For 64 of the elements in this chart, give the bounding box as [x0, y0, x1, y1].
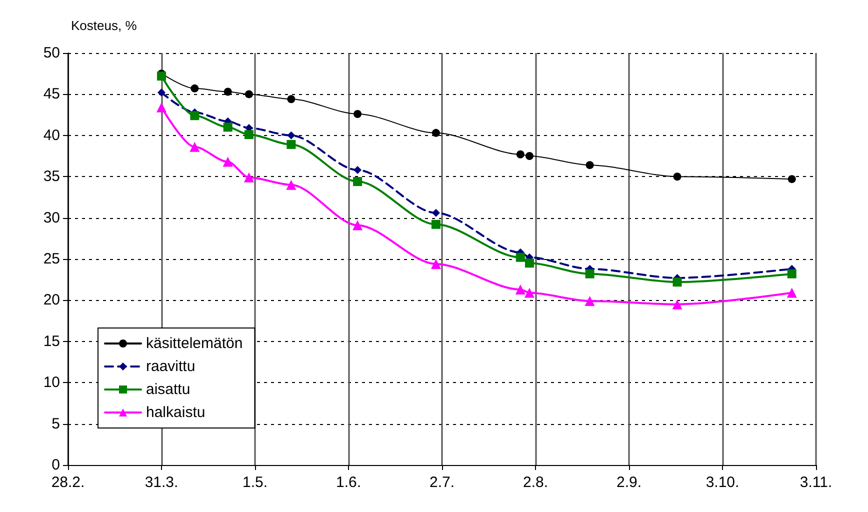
point — [524, 288, 534, 298]
point — [672, 299, 682, 310]
y-tick-label: 25 — [43, 250, 60, 268]
point — [430, 258, 441, 269]
point — [156, 102, 166, 112]
point — [354, 110, 362, 118]
point — [244, 90, 253, 98]
y-tick-label: 35 — [43, 168, 60, 186]
point — [515, 284, 526, 294]
point — [244, 172, 254, 182]
point — [353, 177, 362, 186]
point — [244, 130, 254, 140]
y-tick-label: 5 — [52, 415, 60, 432]
x-tick-label: 2.8. — [522, 474, 548, 491]
y-tick-label: 40 — [43, 126, 60, 144]
y-tick-label: 0 — [52, 456, 60, 474]
point — [524, 258, 534, 268]
point — [287, 131, 296, 140]
y-tick-label: 20 — [43, 292, 60, 309]
point — [432, 208, 440, 217]
x-tick-label: 2.9. — [616, 474, 642, 491]
point — [157, 72, 166, 81]
point — [516, 252, 525, 262]
x-tick-label: 28.2. — [51, 474, 85, 491]
y-tick-label: 30 — [43, 209, 60, 226]
point — [354, 166, 362, 174]
point — [586, 161, 594, 170]
point — [585, 269, 594, 278]
point — [432, 128, 440, 137]
y-tick-label: 15 — [43, 332, 60, 350]
x-tick-label: 1.5. — [242, 474, 268, 491]
point — [286, 180, 296, 190]
y-tick-label: 50 — [43, 44, 60, 62]
point — [786, 288, 797, 298]
point — [788, 175, 796, 184]
x-tick-label: 31.3. — [144, 474, 178, 491]
x-tick-label: 2.7. — [429, 474, 455, 491]
point — [190, 84, 199, 92]
point — [352, 220, 363, 230]
y-axis-title: Kosteus, % — [71, 18, 138, 33]
point — [158, 88, 166, 97]
point — [787, 269, 796, 278]
y-tick-label: 10 — [43, 374, 60, 392]
point — [190, 111, 200, 120]
point — [224, 88, 232, 96]
point — [222, 156, 233, 167]
y-tick-label: 45 — [43, 86, 60, 103]
point — [223, 122, 232, 132]
point — [525, 152, 534, 160]
point — [672, 278, 682, 287]
x-tick-label: 3.11. — [800, 474, 832, 491]
point — [516, 150, 524, 158]
legend-label: käsittelemätön — [146, 335, 243, 352]
legend-label: raavittu — [146, 358, 196, 375]
legend-label: halkaistu — [146, 404, 206, 421]
point — [584, 296, 595, 306]
x-tick-label: 3.10. — [706, 474, 740, 491]
x-tick-label: 1.6. — [336, 474, 362, 491]
point — [286, 140, 296, 149]
point — [287, 95, 296, 104]
legend-label: aisattu — [146, 381, 190, 398]
point — [190, 142, 200, 152]
point — [673, 172, 682, 181]
point — [431, 220, 440, 229]
